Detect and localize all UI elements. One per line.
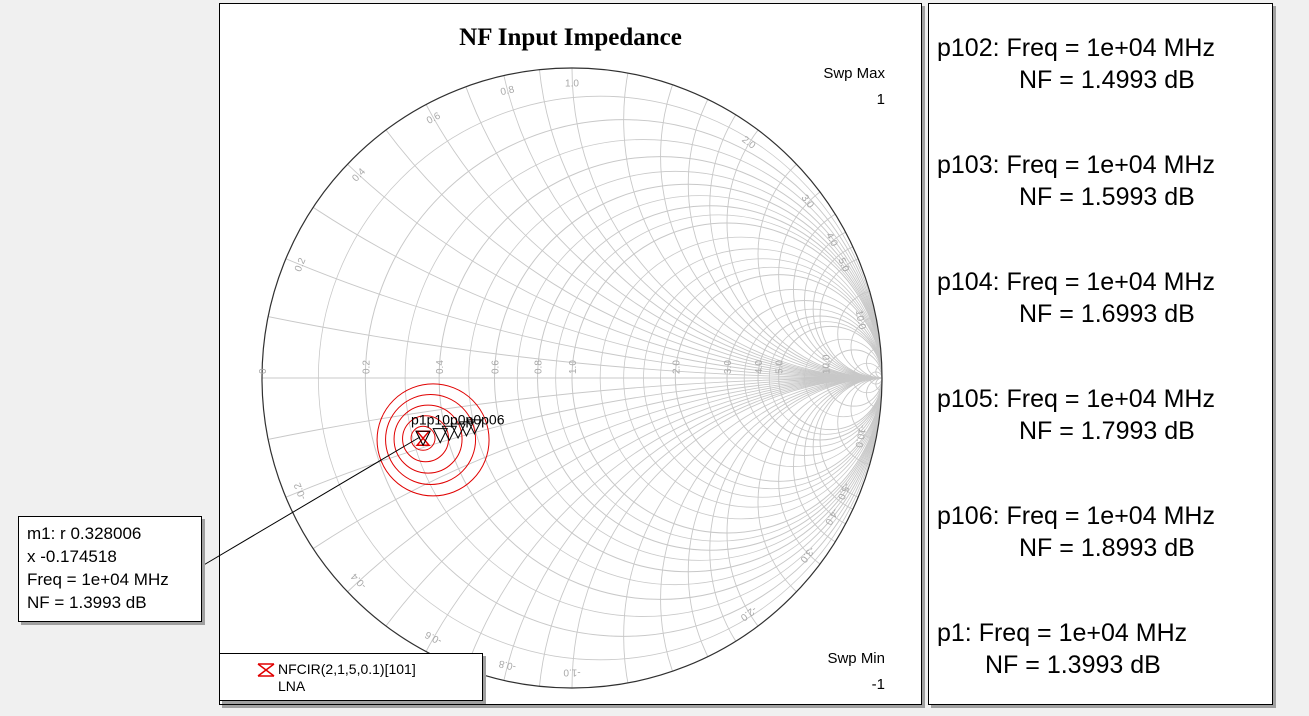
x-tick-label: -0.2 — [292, 481, 309, 502]
x-tick-label: 1.0 — [565, 79, 579, 90]
info-nf: NF = 1.4993 dB — [937, 64, 1215, 96]
marker-readout-box[interactable]: m1: r 0.328006 x -0.174518 Freq = 1e+04 … — [18, 516, 202, 622]
x-tick-label: 0.8 — [499, 84, 515, 98]
optimum-marker — [417, 431, 429, 445]
x-tick-label: 2.0 — [739, 134, 757, 151]
x-arc — [439, 4, 921, 378]
info-nf: NF = 1.5993 dB — [937, 181, 1215, 213]
legend-trace-label: NFCIR(2,1,5,0.1)[101] — [278, 661, 416, 678]
info-nf: NF = 1.6993 dB — [937, 298, 1215, 330]
legend-source-label: LNA — [278, 678, 305, 695]
r-tick-label: 2.0 — [671, 360, 682, 374]
info-nf: NF = 1.7993 dB — [937, 415, 1215, 447]
r-tick-label: 10.0 — [822, 354, 833, 374]
marker-freq-value: Freq = 1e+04 MHz — [27, 568, 201, 591]
r-tick-label: 0.4 — [435, 360, 446, 374]
marker-r-value: m1: r 0.328006 — [27, 522, 201, 545]
marker-x-value: x -0.174518 — [27, 545, 201, 568]
r-tick-label: 0.8 — [534, 360, 545, 374]
info-entry-p104: p104: Freq = 1e+04 MHz NF = 1.6993 dB — [937, 266, 1215, 330]
r-tick-label: 0.6 — [491, 360, 502, 374]
info-freq: p1: Freq = 1e+04 MHz — [937, 619, 1187, 647]
point-labels-overlap: p1p10p0p0p06 — [411, 411, 505, 427]
x-tick-label: 10.0 — [853, 309, 868, 331]
info-entry-p106: p106: Freq = 1e+04 MHz NF = 1.8993 dB — [937, 500, 1215, 564]
info-entry-p103: p103: Freq = 1e+04 MHz NF = 1.5993 dB — [937, 149, 1215, 213]
marker-nf-value: NF = 1.3993 dB — [27, 591, 201, 614]
x-tick-label: -0.8 — [497, 657, 517, 672]
info-freq: p102: Freq = 1e+04 MHz — [937, 34, 1215, 62]
x-arc — [365, 4, 921, 378]
info-freq: p106: Freq = 1e+04 MHz — [937, 502, 1215, 530]
info-entry-p1: p1: Freq = 1e+04 MHz NF = 1.3993 dB — [937, 617, 1187, 681]
x-arc — [688, 4, 921, 378]
x-tick-label: 5.0 — [836, 256, 852, 273]
r-tick-label: 4.0 — [754, 360, 765, 374]
smith-chart-svg: 0 0.2 0.4 0.6 0.8 1.0 2.0 3.0 4.0 5.0 10.0 0.2 -0.2 0… — [220, 4, 921, 704]
marker-info-panel: p102: Freq = 1e+04 MHz NF = 1.4993 dB p1… — [928, 3, 1273, 705]
r-tick-label: 3.0 — [723, 360, 734, 374]
r-tick-label: 0.2 — [361, 360, 372, 374]
info-nf: NF = 1.8993 dB — [937, 532, 1215, 564]
legend-marker-icon — [256, 662, 276, 678]
smith-chart-panel: NF Input Impedance Swp Max 1 Swp Min -1 … — [219, 3, 922, 705]
x-tick-label: -1.0 — [563, 666, 581, 677]
x-tick-label: 0.6 — [425, 110, 443, 126]
x-tick-label: 0.2 — [293, 256, 309, 273]
x-arc — [661, 378, 921, 704]
info-freq: p105: Freq = 1e+04 MHz — [937, 385, 1215, 413]
info-nf: NF = 1.3993 dB — [937, 649, 1187, 681]
legend[interactable]: NFCIR(2,1,5,0.1)[101] LNA — [219, 653, 483, 701]
x-arc — [710, 378, 921, 704]
x-arc — [661, 4, 921, 378]
x-tick-label: -2.0 — [738, 604, 759, 623]
x-arc — [758, 378, 921, 626]
x-arc — [758, 130, 921, 378]
r-tick-label: 5.0 — [775, 360, 786, 374]
info-entry-p102: p102: Freq = 1e+04 MHz NF = 1.4993 dB — [937, 32, 1215, 96]
info-freq: p103: Freq = 1e+04 MHz — [937, 151, 1215, 179]
r-tick-label: 1.0 — [568, 360, 579, 374]
x-tick-label: 3.0 — [799, 193, 816, 211]
x-tick-label: -0.6 — [423, 628, 444, 646]
info-freq: p104: Freq = 1e+04 MHz — [937, 268, 1215, 296]
r-tick-label: 0 — [258, 368, 269, 374]
info-entry-p105: p105: Freq = 1e+04 MHz NF = 1.7993 dB — [937, 383, 1215, 447]
